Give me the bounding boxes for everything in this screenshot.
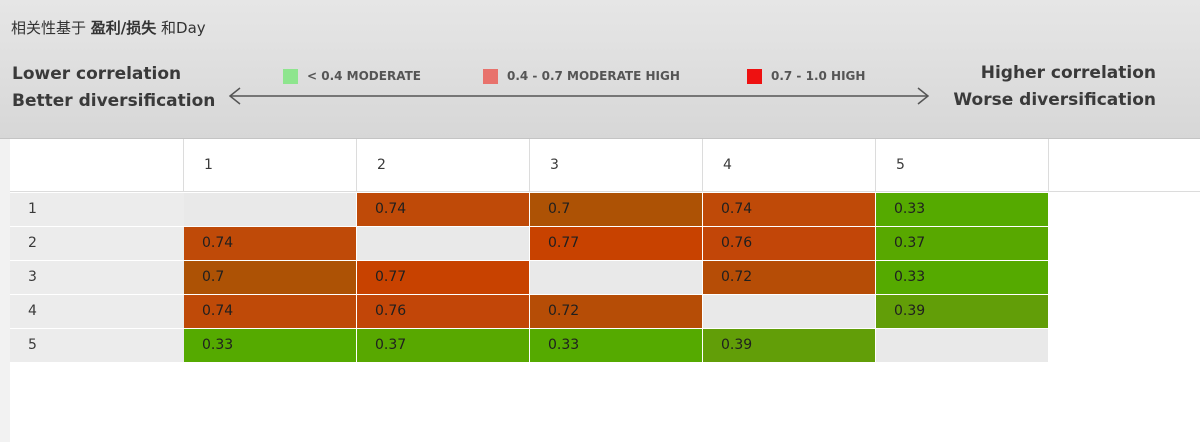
correlation-cell: 0.72 <box>703 261 876 295</box>
legend-item-moderate-high: 0.4 - 0.7 MODERATE HIGH <box>483 67 680 85</box>
matrix-column-header: 2 <box>357 139 530 191</box>
correlation-cell: 0.74 <box>184 227 357 261</box>
matrix-row-header: 4 <box>10 295 184 329</box>
correlation-cell: 0.76 <box>357 295 530 329</box>
correlation-cell: 0.39 <box>876 295 1049 329</box>
legend-swatch-moderate <box>283 68 298 84</box>
title-prefix: 相关性基于 <box>11 19 91 37</box>
legend-label-moderate: < 0.4 MODERATE <box>307 69 421 83</box>
matrix-corner-cell <box>10 139 184 191</box>
legend-swatch-high <box>747 68 762 84</box>
legend-label-moderate-high: 0.4 - 0.7 MODERATE HIGH <box>507 69 680 83</box>
header-divider <box>10 191 1200 192</box>
page-title: 相关性基于 盈利/损失 和Day <box>11 17 206 38</box>
correlation-cell: 0.77 <box>530 227 703 261</box>
legend-label-high: 0.7 - 1.0 HIGH <box>771 69 866 83</box>
legend-item-high: 0.7 - 1.0 HIGH <box>747 67 865 85</box>
matrix-row-header: 1 <box>10 193 184 227</box>
correlation-cell: 0.39 <box>703 329 876 363</box>
correlation-cell: 0.74 <box>357 193 530 227</box>
matrix-diagonal-cell <box>184 193 357 227</box>
scale-right-line1: Higher correlation <box>980 63 1156 83</box>
matrix-diagonal-cell <box>703 295 876 329</box>
correlation-matrix: 1 2 3 4 5 1 0.74 0.7 0.74 0.33 2 0.74 0.77 0.76 0.37 3 0… <box>10 139 1200 442</box>
legend-item-moderate: < 0.4 MODERATE <box>283 67 421 85</box>
title-metric: 盈利/损失 <box>90 19 157 37</box>
correlation-cell: 0.33 <box>530 329 703 363</box>
title-suffix: 和Day <box>156 19 206 37</box>
correlation-cell: 0.33 <box>876 193 1049 227</box>
scale-right-line2: Worse diversification <box>953 90 1156 110</box>
scale-right-label: Higher correlation Worse diversification <box>953 60 1156 114</box>
matrix-diagonal-cell <box>876 329 1049 363</box>
correlation-cell: 0.76 <box>703 227 876 261</box>
correlation-cell: 0.7 <box>184 261 357 295</box>
scale-left-line1: Lower correlation <box>12 64 182 84</box>
correlation-cell: 0.7 <box>530 193 703 227</box>
double-arrow-icon <box>228 87 930 105</box>
scale-left-label: Lower correlation Better diversification <box>12 61 215 115</box>
correlation-cell: 0.33 <box>876 261 1049 295</box>
matrix-row-header: 3 <box>10 261 184 295</box>
matrix-diagonal-cell <box>530 261 703 295</box>
matrix-column-header: 5 <box>876 139 1049 191</box>
header-panel: 相关性基于 盈利/损失 和Day Lower correlation Bette… <box>0 0 1200 139</box>
matrix-column-header: 4 <box>703 139 876 191</box>
correlation-cell: 0.74 <box>184 295 357 329</box>
matrix-diagonal-cell <box>357 227 530 261</box>
matrix-column-header: 1 <box>184 139 357 191</box>
matrix-row-header: 5 <box>10 329 184 363</box>
correlation-cell: 0.72 <box>530 295 703 329</box>
matrix-row-header: 2 <box>10 227 184 261</box>
correlation-cell: 0.77 <box>357 261 530 295</box>
legend-swatch-moderate-high <box>483 68 498 84</box>
correlation-cell: 0.33 <box>184 329 357 363</box>
scale-left-line2: Better diversification <box>12 91 216 111</box>
correlation-cell: 0.74 <box>703 193 876 227</box>
correlation-cell: 0.37 <box>876 227 1049 261</box>
matrix-column-header: 3 <box>530 139 703 191</box>
correlation-cell: 0.37 <box>357 329 530 363</box>
